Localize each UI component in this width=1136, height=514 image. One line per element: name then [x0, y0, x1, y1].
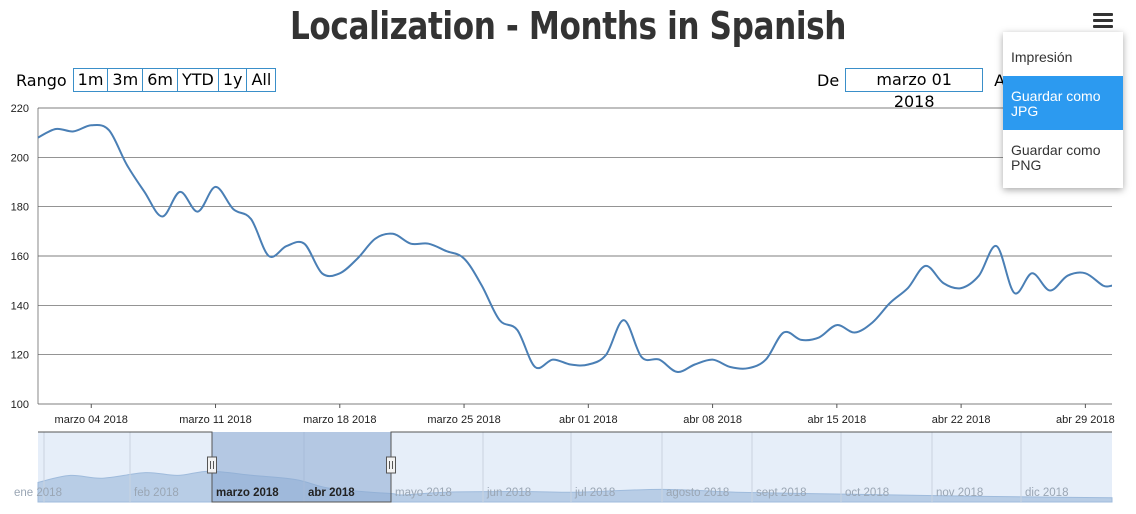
navigator-month-label: ene 2018 [14, 487, 62, 499]
navigator-month-label: dic 2018 [1025, 487, 1068, 499]
range-buttons: 1m 3m 6m YTD 1y All [72, 68, 277, 92]
export-menu-icon[interactable] [1093, 10, 1113, 30]
from-date-input[interactable]: marzo 01 2018 [845, 68, 984, 111]
export-menu-item-jpg[interactable]: Guardar como JPG [1003, 76, 1123, 130]
chart-title: Localization - Months in Spanish [289, 4, 847, 48]
range-button-1m[interactable]: 1m [73, 69, 108, 91]
navigator-background [38, 432, 1112, 502]
x-tick-label: abr 01 2018 [559, 414, 618, 426]
navigator-month-label: marzo 2018 [216, 487, 279, 499]
to-date-label: A [994, 70, 1006, 90]
export-menu-item-print[interactable]: Impresión [1011, 49, 1073, 65]
x-tick-label: abr 22 2018 [932, 414, 991, 426]
x-tick-label: marzo 18 2018 [303, 414, 376, 426]
navigator-month-label: jun 2018 [486, 487, 531, 499]
navigator-month-label: mayo 2018 [395, 487, 452, 499]
range-selector-label: Rango [16, 70, 67, 90]
export-menu-item-png[interactable]: Guardar como PNG [1011, 142, 1101, 173]
range-selector: Rango 1m 3m 6m YTD 1y All [16, 68, 277, 92]
navigator-month-label: oct 2018 [845, 487, 889, 499]
navigator-month-label: feb 2018 [134, 487, 179, 499]
y-tick-label: 180 [11, 202, 29, 214]
series-line [37, 124, 1113, 373]
x-tick-label: abr 29 2018 [1056, 414, 1115, 426]
x-tick-label: marzo 11 2018 [179, 414, 252, 426]
navigator-month-label: agosto 2018 [666, 487, 729, 499]
export-menu: Impresión Guardar como JPG Guardar como … [1003, 32, 1123, 188]
y-tick-label: 200 [11, 152, 29, 164]
navigator-outline [38, 431, 1112, 503]
navigator-month-label: sept 2018 [756, 487, 807, 499]
from-date-label: De [817, 70, 840, 90]
navigator-handle-right[interactable] [386, 456, 396, 474]
y-tick-label: 160 [11, 251, 29, 263]
y-tick-label: 220 [11, 103, 29, 115]
navigator-series-area [37, 470, 1113, 503]
date-range-inputs: De marzo 01 2018 A [817, 68, 1006, 111]
navigator-month-label: jul 2018 [574, 487, 615, 499]
x-tick-label: abr 08 2018 [683, 414, 742, 426]
x-tick-label: marzo 04 2018 [55, 414, 128, 426]
y-tick-label: 140 [11, 300, 29, 312]
range-button-ytd[interactable]: YTD [176, 69, 218, 91]
navigator-month-label: abr 2018 [308, 487, 355, 499]
y-tick-label: 100 [11, 399, 29, 411]
navigator-month-label: nov 2018 [936, 487, 983, 499]
y-tick-label: 120 [11, 350, 29, 362]
navigator-selected-range[interactable] [212, 432, 391, 502]
range-button-3m[interactable]: 3m [107, 69, 143, 91]
range-button-1y[interactable]: 1y [217, 69, 247, 91]
range-button-all[interactable]: All [246, 69, 276, 91]
navigator-handle-left[interactable] [207, 456, 217, 474]
x-tick-label: marzo 25 2018 [427, 414, 500, 426]
x-tick-label: abr 15 2018 [807, 414, 866, 426]
range-button-6m[interactable]: 6m [142, 69, 177, 91]
